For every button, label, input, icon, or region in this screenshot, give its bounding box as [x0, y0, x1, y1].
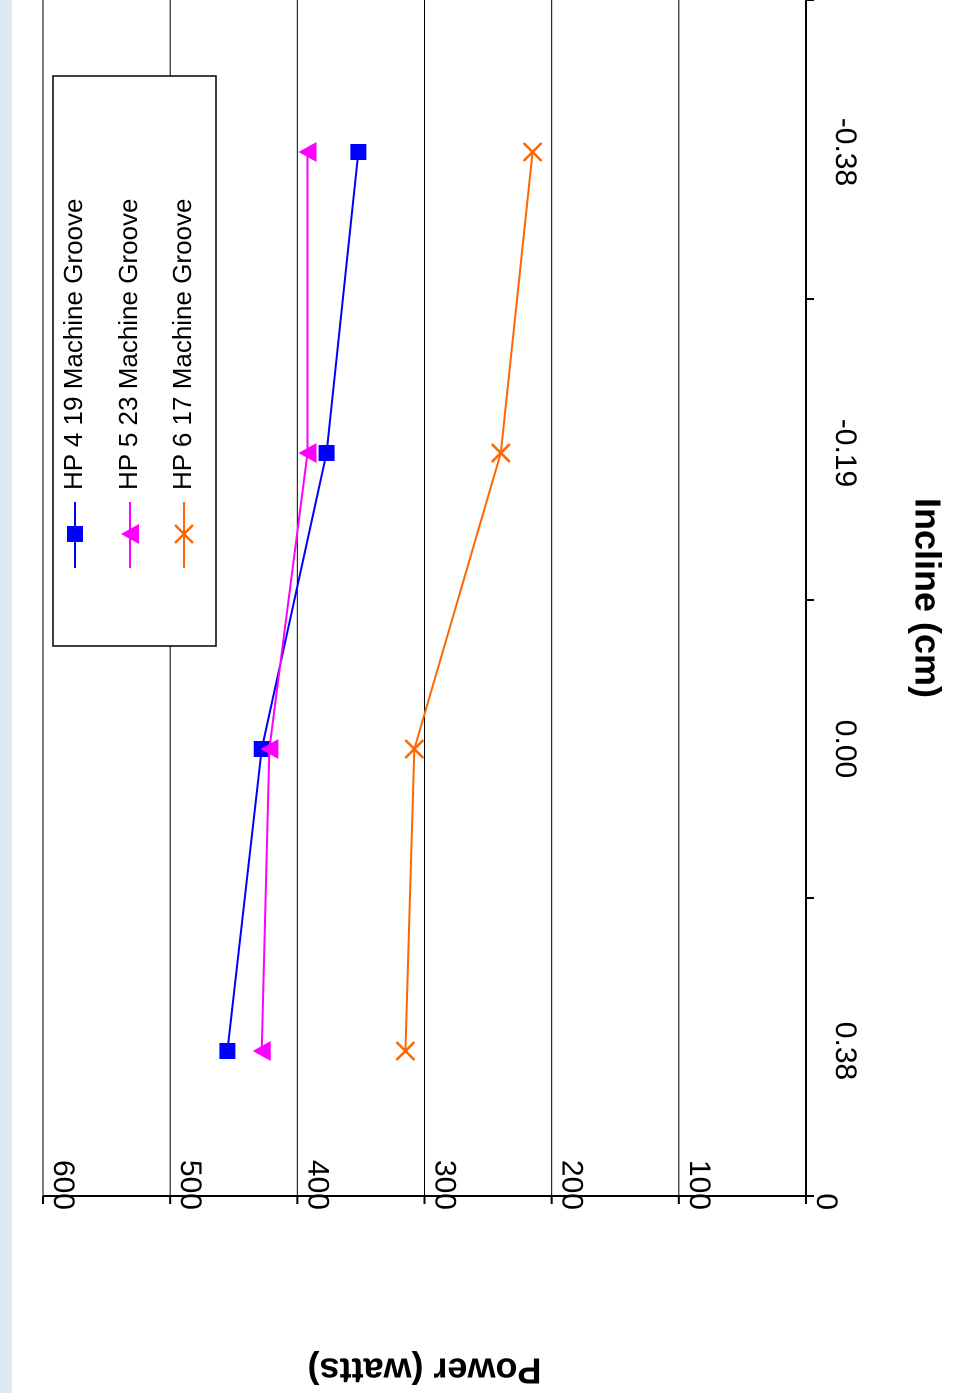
series-line: [260, 152, 309, 1052]
x-marker-stroke: [522, 142, 543, 162]
value-tick-label: 300: [429, 1160, 462, 1210]
legend-label: HP 6 17 Machine Groove: [167, 199, 197, 490]
data-point: [522, 142, 543, 162]
data-point: [395, 1041, 416, 1061]
data-point: [219, 1043, 236, 1059]
x-marker-stroke: [404, 739, 425, 759]
series-1: [219, 144, 367, 1059]
legend-box: [52, 75, 217, 647]
value-tick-label: 100: [683, 1160, 716, 1210]
x-marker-stroke: [395, 1041, 416, 1061]
series-line: [226, 151, 360, 1052]
value-tick-label: 600: [47, 1160, 80, 1210]
category-tick-label: 0.00: [829, 720, 862, 778]
legend-swatch-marker: [174, 524, 194, 544]
y-axis-title: Power (watts): [307, 1350, 541, 1391]
legend-entry-1: HP 4 19 Machine Groove: [58, 199, 88, 568]
value-tick-label: 400: [301, 1160, 334, 1210]
data-point: [298, 443, 317, 463]
x-axis-title: Incline (cm): [907, 498, 948, 698]
data-point: [260, 739, 279, 759]
category-tick-label: -0.38: [829, 118, 862, 186]
axes: 0 100 200 300 400 500 600 0.38 0.00 -0.19 -0.38 Inc…: [42, 0, 948, 1391]
data-point: [350, 144, 367, 160]
data-point: [490, 443, 511, 463]
series-2: [252, 142, 317, 1061]
legend-label: HP 4 19 Machine Groove: [58, 199, 88, 490]
chart-frame: 0 100 200 300 400 500 600 0.38 0.00 -0.19 -0.38 Inc…: [12, 0, 954, 1393]
category-tick-label: -0.19: [829, 419, 862, 487]
data-point: [318, 445, 335, 461]
x-marker-stroke: [490, 443, 511, 463]
legend-entry-3: HP 6 17 Machine Groove: [167, 199, 197, 568]
value-tick-label: 500: [174, 1160, 207, 1210]
legend: HP 4 19 Machine Groove HP 5 23 Machine Gr…: [52, 75, 217, 647]
series-line: [404, 151, 534, 1052]
x-marker-stroke: [174, 524, 194, 544]
value-tick-label: 200: [556, 1160, 589, 1210]
legend-label: HP 5 23 Machine Groove: [113, 199, 143, 490]
value-tick-label: 0: [810, 1193, 843, 1210]
legend-swatch-marker: [67, 526, 83, 542]
legend-swatch-marker: [121, 524, 139, 544]
data-point: [252, 1041, 271, 1061]
series-layer: [219, 142, 543, 1061]
series-3: [395, 142, 543, 1061]
data-point: [298, 142, 317, 162]
data-point: [404, 739, 425, 759]
legend-entry-2: HP 5 23 Machine Groove: [113, 199, 143, 568]
line-chart: 0 100 200 300 400 500 600 0.38 0.00 -0.19 -0.38 Inc…: [42, 0, 948, 1391]
category-tick-label: 0.38: [829, 1022, 862, 1080]
